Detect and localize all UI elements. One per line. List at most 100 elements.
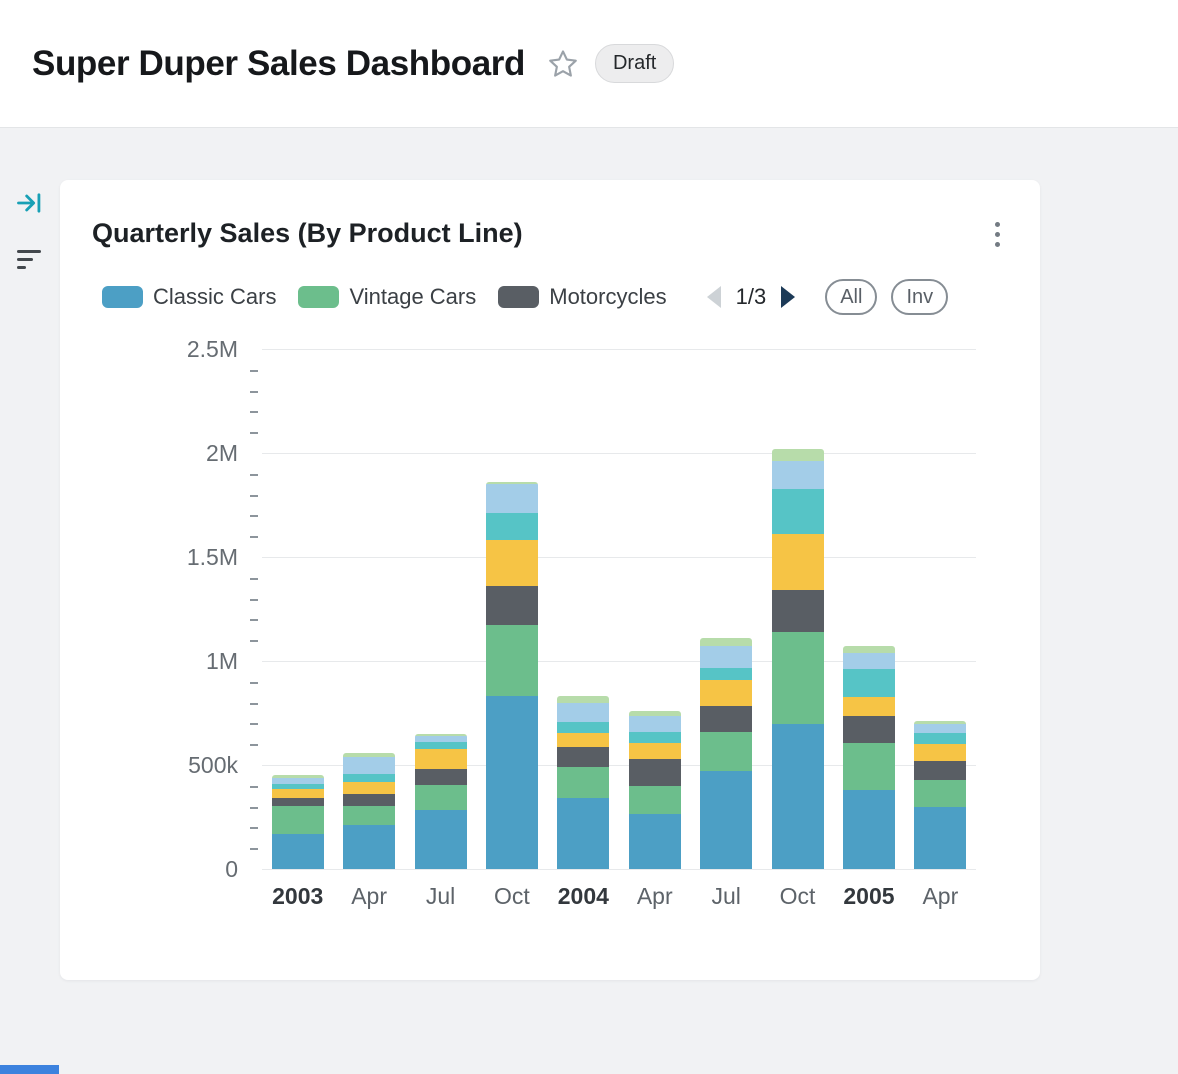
card-menu-button[interactable] xyxy=(987,218,1008,251)
bar-segment[interactable] xyxy=(842,789,895,869)
legend-item[interactable]: Classic Cars xyxy=(102,284,276,310)
bar-segment[interactable] xyxy=(414,769,467,785)
bar-segment[interactable] xyxy=(842,652,895,670)
bar-segment[interactable] xyxy=(842,669,895,698)
bar-segment[interactable] xyxy=(771,448,824,462)
bar-segment[interactable] xyxy=(628,758,681,786)
bar-segment[interactable] xyxy=(771,724,824,869)
bar-stack[interactable] xyxy=(271,775,324,869)
bar-stack[interactable] xyxy=(485,482,538,869)
bar-segment[interactable] xyxy=(771,631,824,725)
bar-segment[interactable] xyxy=(628,716,681,732)
bar-segment[interactable] xyxy=(557,747,610,768)
bar-segment[interactable] xyxy=(842,716,895,744)
legend-label: Classic Cars xyxy=(153,284,277,309)
bar-segment[interactable] xyxy=(271,788,324,799)
bar-segment[interactable] xyxy=(343,794,396,806)
filter-button[interactable] xyxy=(14,244,44,274)
bar-segment[interactable] xyxy=(414,749,467,770)
bar-segment[interactable] xyxy=(271,805,324,834)
bar-segment[interactable] xyxy=(700,668,753,680)
bar-stack[interactable] xyxy=(628,710,681,869)
bar-segment[interactable] xyxy=(771,534,824,591)
bar-segment[interactable] xyxy=(914,721,967,725)
bar-slot xyxy=(548,349,619,869)
bar-segment[interactable] xyxy=(271,775,324,778)
bar-segment[interactable] xyxy=(628,785,681,814)
legend: Classic Cars Vintage Cars Motorcycles xyxy=(102,284,667,310)
bar-segment[interactable] xyxy=(700,646,753,669)
legend-item[interactable]: Motorcycles xyxy=(498,284,667,310)
bar-segment[interactable] xyxy=(414,784,467,810)
bar-segment[interactable] xyxy=(271,777,324,784)
x-labels-row: 2003 Apr Jul Oct 2004 Apr Jul Oct 2005 Apr xyxy=(262,883,976,910)
bar-segment[interactable] xyxy=(485,696,538,869)
bar-segment[interactable] xyxy=(414,742,467,750)
bar-segment[interactable] xyxy=(914,779,967,807)
bar-segment[interactable] xyxy=(628,813,681,869)
bar-segment[interactable] xyxy=(557,722,610,733)
bar-segment[interactable] xyxy=(343,781,396,795)
bar-segment[interactable] xyxy=(343,805,396,826)
bar-segment[interactable] xyxy=(771,590,824,632)
bar-stack[interactable] xyxy=(343,752,396,869)
bar-segment[interactable] xyxy=(914,760,967,780)
bar-segment[interactable] xyxy=(557,798,610,869)
bar-segment[interactable] xyxy=(914,724,967,733)
bar-segment[interactable] xyxy=(628,731,681,744)
star-outline-icon xyxy=(549,49,577,77)
inv-filter-button[interactable]: Inv xyxy=(891,279,949,315)
bar-segment[interactable] xyxy=(414,733,467,736)
status-badge[interactable]: Draft xyxy=(594,44,675,83)
bar-segment[interactable] xyxy=(485,624,538,697)
bar-segment[interactable] xyxy=(414,809,467,869)
bar-stack[interactable] xyxy=(771,448,824,869)
y-axis-label: 2M xyxy=(206,440,238,466)
bar-segment[interactable] xyxy=(700,771,753,869)
bar-segment[interactable] xyxy=(842,697,895,717)
bar-segment[interactable] xyxy=(271,833,324,869)
bar-segment[interactable] xyxy=(343,752,396,757)
bar-segment[interactable] xyxy=(485,482,538,485)
bar-segment[interactable] xyxy=(485,540,538,587)
bar-segment[interactable] xyxy=(700,638,753,647)
bar-segment[interactable] xyxy=(557,767,610,799)
bar-stack[interactable] xyxy=(842,646,895,869)
bar-segment[interactable] xyxy=(557,702,610,723)
bar-segment[interactable] xyxy=(628,743,681,759)
bar-stack[interactable] xyxy=(414,733,467,869)
bar-segment[interactable] xyxy=(700,705,753,732)
bar-segment[interactable] xyxy=(700,679,753,706)
legend-prev-icon[interactable] xyxy=(706,286,721,308)
bar-stack[interactable] xyxy=(914,721,967,869)
all-filter-button[interactable]: All xyxy=(825,279,878,315)
legend-next-icon[interactable] xyxy=(781,286,796,308)
bar-segment[interactable] xyxy=(485,484,538,514)
bar-segment[interactable] xyxy=(914,744,967,761)
bar-segment[interactable] xyxy=(914,732,967,745)
bar-segment[interactable] xyxy=(343,774,396,782)
bar-segment[interactable] xyxy=(485,586,538,625)
bar-segment[interactable] xyxy=(771,489,824,535)
y-axis-minor-tick xyxy=(250,785,258,788)
bar-segment[interactable] xyxy=(271,783,324,789)
bar-segment[interactable] xyxy=(557,732,610,748)
bar-segment[interactable] xyxy=(557,696,610,703)
x-axis-label: 2005 xyxy=(843,883,895,909)
bar-segment[interactable] xyxy=(343,825,396,869)
legend-item[interactable]: Vintage Cars xyxy=(298,284,476,310)
bar-segment[interactable] xyxy=(628,710,681,717)
collapse-panel-button[interactable] xyxy=(14,188,44,218)
bar-segment[interactable] xyxy=(485,513,538,541)
bar-stack[interactable] xyxy=(557,696,610,869)
bar-segment[interactable] xyxy=(343,756,396,775)
bar-segment[interactable] xyxy=(771,461,824,490)
bar-stack[interactable] xyxy=(700,638,753,869)
bar-segment[interactable] xyxy=(842,646,895,653)
bar-segment[interactable] xyxy=(842,743,895,790)
favorite-star-button[interactable] xyxy=(547,48,579,80)
bar-segment[interactable] xyxy=(700,731,753,772)
bar-segment[interactable] xyxy=(414,735,467,743)
bar-segment[interactable] xyxy=(271,798,324,806)
bar-segment[interactable] xyxy=(914,806,967,869)
